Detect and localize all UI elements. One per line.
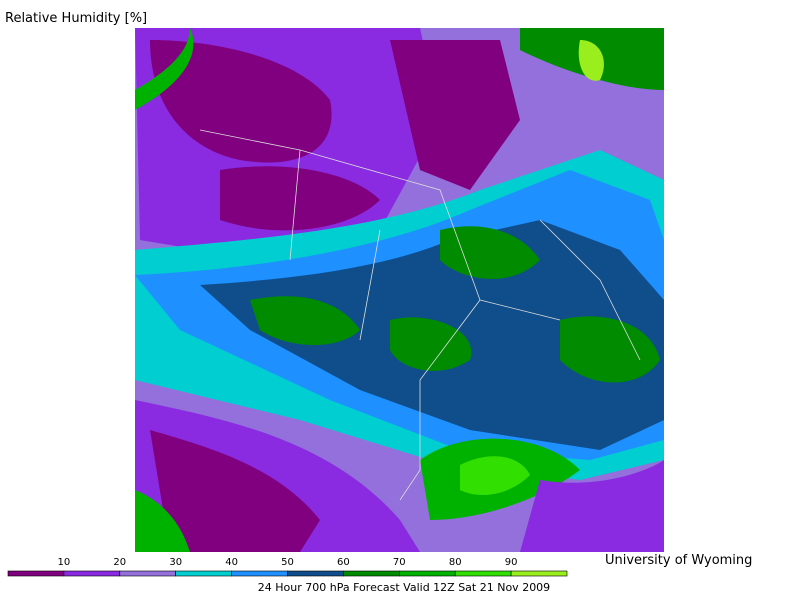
color-swatch [63, 570, 121, 577]
color-bar-label: 80 [449, 557, 462, 568]
color-bar-label: 50 [281, 557, 294, 568]
color-bar-label: 40 [225, 557, 238, 568]
color-bar-label: 30 [169, 557, 182, 568]
color-bar: 10 20 30 40 50 60 70 80 90 [7, 557, 568, 577]
color-swatch [343, 570, 400, 577]
title: Relative Humidity [%] [5, 11, 147, 26]
color-bar-label: 60 [337, 557, 350, 568]
color-bar-label: 70 [393, 557, 406, 568]
color-swatch [398, 570, 456, 577]
color-swatch [231, 570, 288, 577]
color-swatch [454, 570, 512, 577]
color-swatch [7, 570, 65, 577]
color-swatch [510, 570, 568, 577]
color-swatch [175, 570, 232, 577]
credit: University of Wyoming [605, 553, 752, 568]
color-swatch [287, 570, 344, 577]
color-bar-label: 20 [113, 557, 126, 568]
color-swatch [119, 570, 177, 577]
color-bar-label: 90 [505, 557, 518, 568]
caption: 24 Hour 700 hPa Forecast Valid 12Z Sat 2… [258, 581, 550, 594]
humidity-map [135, 28, 664, 552]
color-bar-label: 10 [58, 557, 71, 568]
